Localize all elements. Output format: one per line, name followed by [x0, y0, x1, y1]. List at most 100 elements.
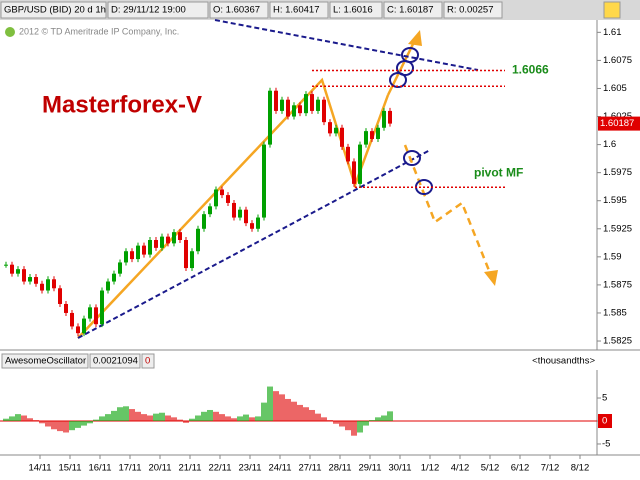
candle [364, 131, 368, 145]
candle [106, 281, 110, 291]
candle [382, 110, 386, 128]
candle [130, 251, 134, 260]
candle [46, 279, 50, 291]
x-tick-label: 23/11 [238, 463, 261, 474]
candle [226, 195, 230, 203]
field-box [1, 353, 89, 369]
field-box [269, 1, 329, 19]
x-tick-label: 16/11 [88, 463, 111, 474]
candle [58, 288, 62, 304]
x-tick-label: 20/11 [148, 463, 171, 474]
x-tick-label: 27/11 [298, 463, 321, 474]
candle [112, 273, 116, 282]
candle [16, 269, 20, 274]
support-line [77, 149, 431, 339]
y-tick-label: 1.59 [603, 251, 622, 262]
symbol: GBP/USD (BID) 20 d 1h [4, 5, 106, 16]
candle [22, 269, 26, 282]
x-tick-label: 28/11 [328, 463, 351, 474]
drawings [77, 19, 498, 339]
x-tick-label: 24/11 [268, 463, 291, 474]
forecast-arrow [403, 144, 494, 279]
candle [10, 264, 14, 274]
open: O: 1.60367 [213, 5, 260, 16]
field-box [383, 1, 443, 19]
candle [298, 105, 302, 114]
candle [184, 240, 188, 269]
candle [340, 127, 344, 147]
candle [256, 217, 260, 229]
candle [346, 146, 350, 162]
candle [328, 122, 332, 134]
candle [250, 223, 254, 229]
candle [40, 283, 44, 291]
field-box [89, 353, 141, 369]
y-tick-label: 1.61 [603, 27, 622, 38]
candle [238, 209, 242, 218]
candle [118, 262, 122, 274]
candle [352, 161, 356, 184]
field-box [0, 1, 107, 19]
zero-box [598, 414, 612, 428]
candle [322, 99, 326, 123]
chart-title: Masterforex-V [42, 91, 202, 118]
candle [148, 240, 152, 255]
osc-value: 0.0021094 [93, 356, 138, 367]
candle [316, 99, 320, 111]
candle [286, 99, 290, 117]
x-tick-label: 6/12 [511, 463, 530, 474]
y-tick-label: 1.585 [603, 307, 627, 318]
pivot-label: pivot MF [474, 165, 523, 179]
candle [88, 307, 92, 319]
candle [274, 90, 278, 111]
candle [388, 110, 392, 124]
y-tick-label: -5 [602, 438, 610, 449]
y-tick-label: 1.6025 [603, 111, 632, 122]
candle [376, 127, 380, 139]
date: D: 29/11/12 19:00 [111, 5, 186, 16]
y-tick-label: 0 [602, 416, 607, 427]
x-tick-label: 4/12 [451, 463, 470, 474]
candle [34, 277, 38, 284]
y-tick-label: 1.6 [603, 139, 616, 150]
y-tick-label: 1.5925 [603, 223, 632, 234]
x-tick-label: 22/11 [208, 463, 231, 474]
price-label: 1.60187 [600, 118, 634, 129]
x-tick-label: 1/12 [421, 463, 440, 474]
price-label-box [598, 116, 640, 131]
candle [196, 228, 200, 252]
field-box [443, 1, 503, 19]
x-tick-label: 7/12 [541, 463, 560, 474]
close: C: 1.60187 [387, 5, 433, 16]
candle [208, 206, 212, 215]
x-tick-label: 5/12 [481, 463, 500, 474]
field-box [141, 353, 155, 369]
circle-marker [389, 72, 407, 88]
info-icon [5, 27, 15, 37]
y-tick-label: 1.5825 [603, 336, 632, 347]
candle [28, 277, 32, 282]
resistance-line [214, 19, 479, 71]
field-box [107, 1, 209, 19]
candle [280, 99, 284, 111]
candle [94, 307, 98, 325]
y-tick-label: 5 [602, 393, 607, 404]
field-box [209, 1, 269, 19]
field-box [329, 1, 383, 19]
arrow-head [408, 30, 422, 46]
candle [220, 189, 224, 196]
candle [124, 251, 128, 263]
y-tick-label: 1.605 [603, 83, 627, 94]
candle [262, 144, 266, 218]
menu-icon[interactable] [603, 1, 621, 19]
y-tick-label: 1.5875 [603, 279, 632, 290]
candle [160, 236, 164, 248]
candle [52, 279, 56, 289]
y-tick-label: 1.6075 [603, 55, 632, 66]
candle [370, 131, 374, 139]
header-fields: GBP/USD (BID) 20 d 1h D: 29/11/12 19:00 … [0, 1, 621, 19]
candle [178, 232, 182, 240]
candle [310, 94, 314, 111]
